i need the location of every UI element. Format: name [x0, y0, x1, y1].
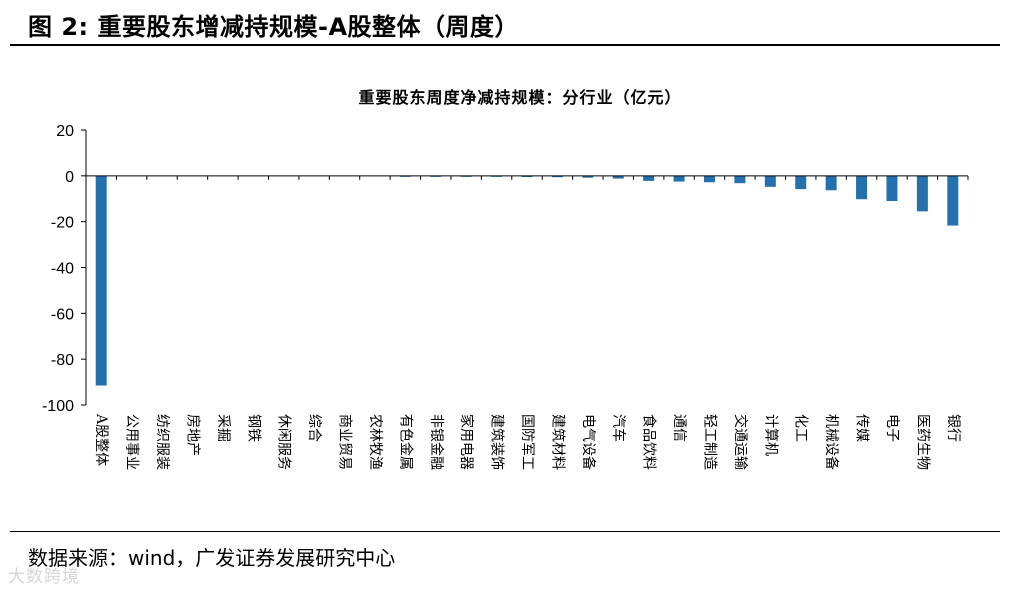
y-axis: 20 0 -20 -40 -60 -80 -100: [42, 123, 87, 415]
x-tick-label: 食品饮料: [641, 414, 658, 470]
y-tick-label: -80: [51, 352, 74, 369]
x-tick-label: A股整体: [93, 413, 109, 466]
bar: [947, 175, 959, 226]
x-tick-label: 交通运输: [732, 414, 749, 470]
bar: [521, 175, 533, 177]
figure-header: 图 2: 重要股东增减持规模-A股整体（周度）: [0, 0, 1010, 46]
bottom-rule: [10, 531, 1000, 532]
bar: [612, 175, 624, 179]
x-tick-label: 轻工制造: [701, 414, 717, 470]
bar: [764, 175, 776, 187]
x-tick-label: 综合: [306, 414, 322, 442]
x-tick-labels: A股整体 公用事业 纺织服装 房地产 采掘 钢铁 休闲服务 综合 商业贸易 农林牧渔 有色金属 非银金…: [93, 413, 961, 470]
y-tick-label: 20: [56, 123, 74, 140]
x-tick-label: 家用电器: [458, 414, 475, 470]
bar: [643, 175, 655, 181]
x-tick-label: 通信: [671, 414, 687, 442]
x-tick-label: 机械设备: [823, 414, 840, 470]
x-tick-label: 有色金属: [397, 414, 414, 470]
x-tick-label: 电气设备: [580, 414, 597, 470]
x-tick-label: 商业贸易: [337, 414, 353, 470]
x-tick-label: 纺织服装: [154, 414, 170, 470]
bar: [886, 175, 898, 202]
x-tick-label: 建筑装饰: [489, 414, 505, 470]
bar: [95, 175, 107, 386]
top-rule: [10, 44, 1000, 46]
y-tick-label: 0: [65, 169, 74, 186]
watermark: 大数跨境: [8, 567, 80, 587]
bar: [582, 175, 594, 178]
x-tick-label: 建筑材料: [549, 414, 565, 470]
bar: [734, 175, 746, 184]
x-tick-label: 传媒: [854, 414, 870, 442]
x-tick-label: 国防军工: [519, 414, 535, 470]
x-tick-label: 医药生物: [914, 414, 930, 470]
y-tick-label: -100: [42, 398, 74, 415]
bar: [825, 175, 837, 191]
chart-title: 重要股东周度净减持规模：分行业（亿元）: [358, 88, 682, 107]
x-tick-label: 汽车: [610, 414, 627, 442]
x-tick-label: 休闲服务: [276, 414, 292, 470]
source-note: 数据来源：wind，广发证券发展研究中心: [28, 546, 396, 570]
bar: [703, 175, 715, 183]
bar: [856, 175, 868, 200]
x-tick-label: 电子: [884, 414, 900, 442]
figure-title: 图 2: 重要股东增减持规模-A股整体（周度）: [28, 13, 520, 41]
bar: [551, 175, 563, 178]
x-tick-label: 计算机: [762, 414, 778, 456]
x-tick-label: 化工: [793, 414, 809, 442]
bar: [673, 175, 685, 182]
x-tick-label: 银行: [945, 414, 961, 442]
x-tick-label: 非银金融: [428, 414, 444, 470]
x-tick-label: 公用事业: [124, 414, 140, 470]
bar: [916, 175, 928, 212]
x-tick-label: 钢铁: [245, 414, 261, 442]
x-axis: [85, 175, 969, 180]
y-tick-label: -20: [51, 215, 74, 232]
x-tick-label: 农林牧渔: [367, 414, 383, 470]
y-tick-label: -60: [51, 306, 74, 323]
bar-chart: 20 0 -20 -40 -60 -80 -100 A股整体 公用事业 纺织服装 房地产 采掘 钢铁休…: [42, 123, 969, 470]
x-tick-label: 采掘: [215, 414, 231, 442]
bar: [795, 175, 807, 190]
x-tick-label: 房地产: [184, 414, 200, 456]
bars: [95, 175, 959, 386]
y-tick-label: -40: [51, 261, 74, 278]
